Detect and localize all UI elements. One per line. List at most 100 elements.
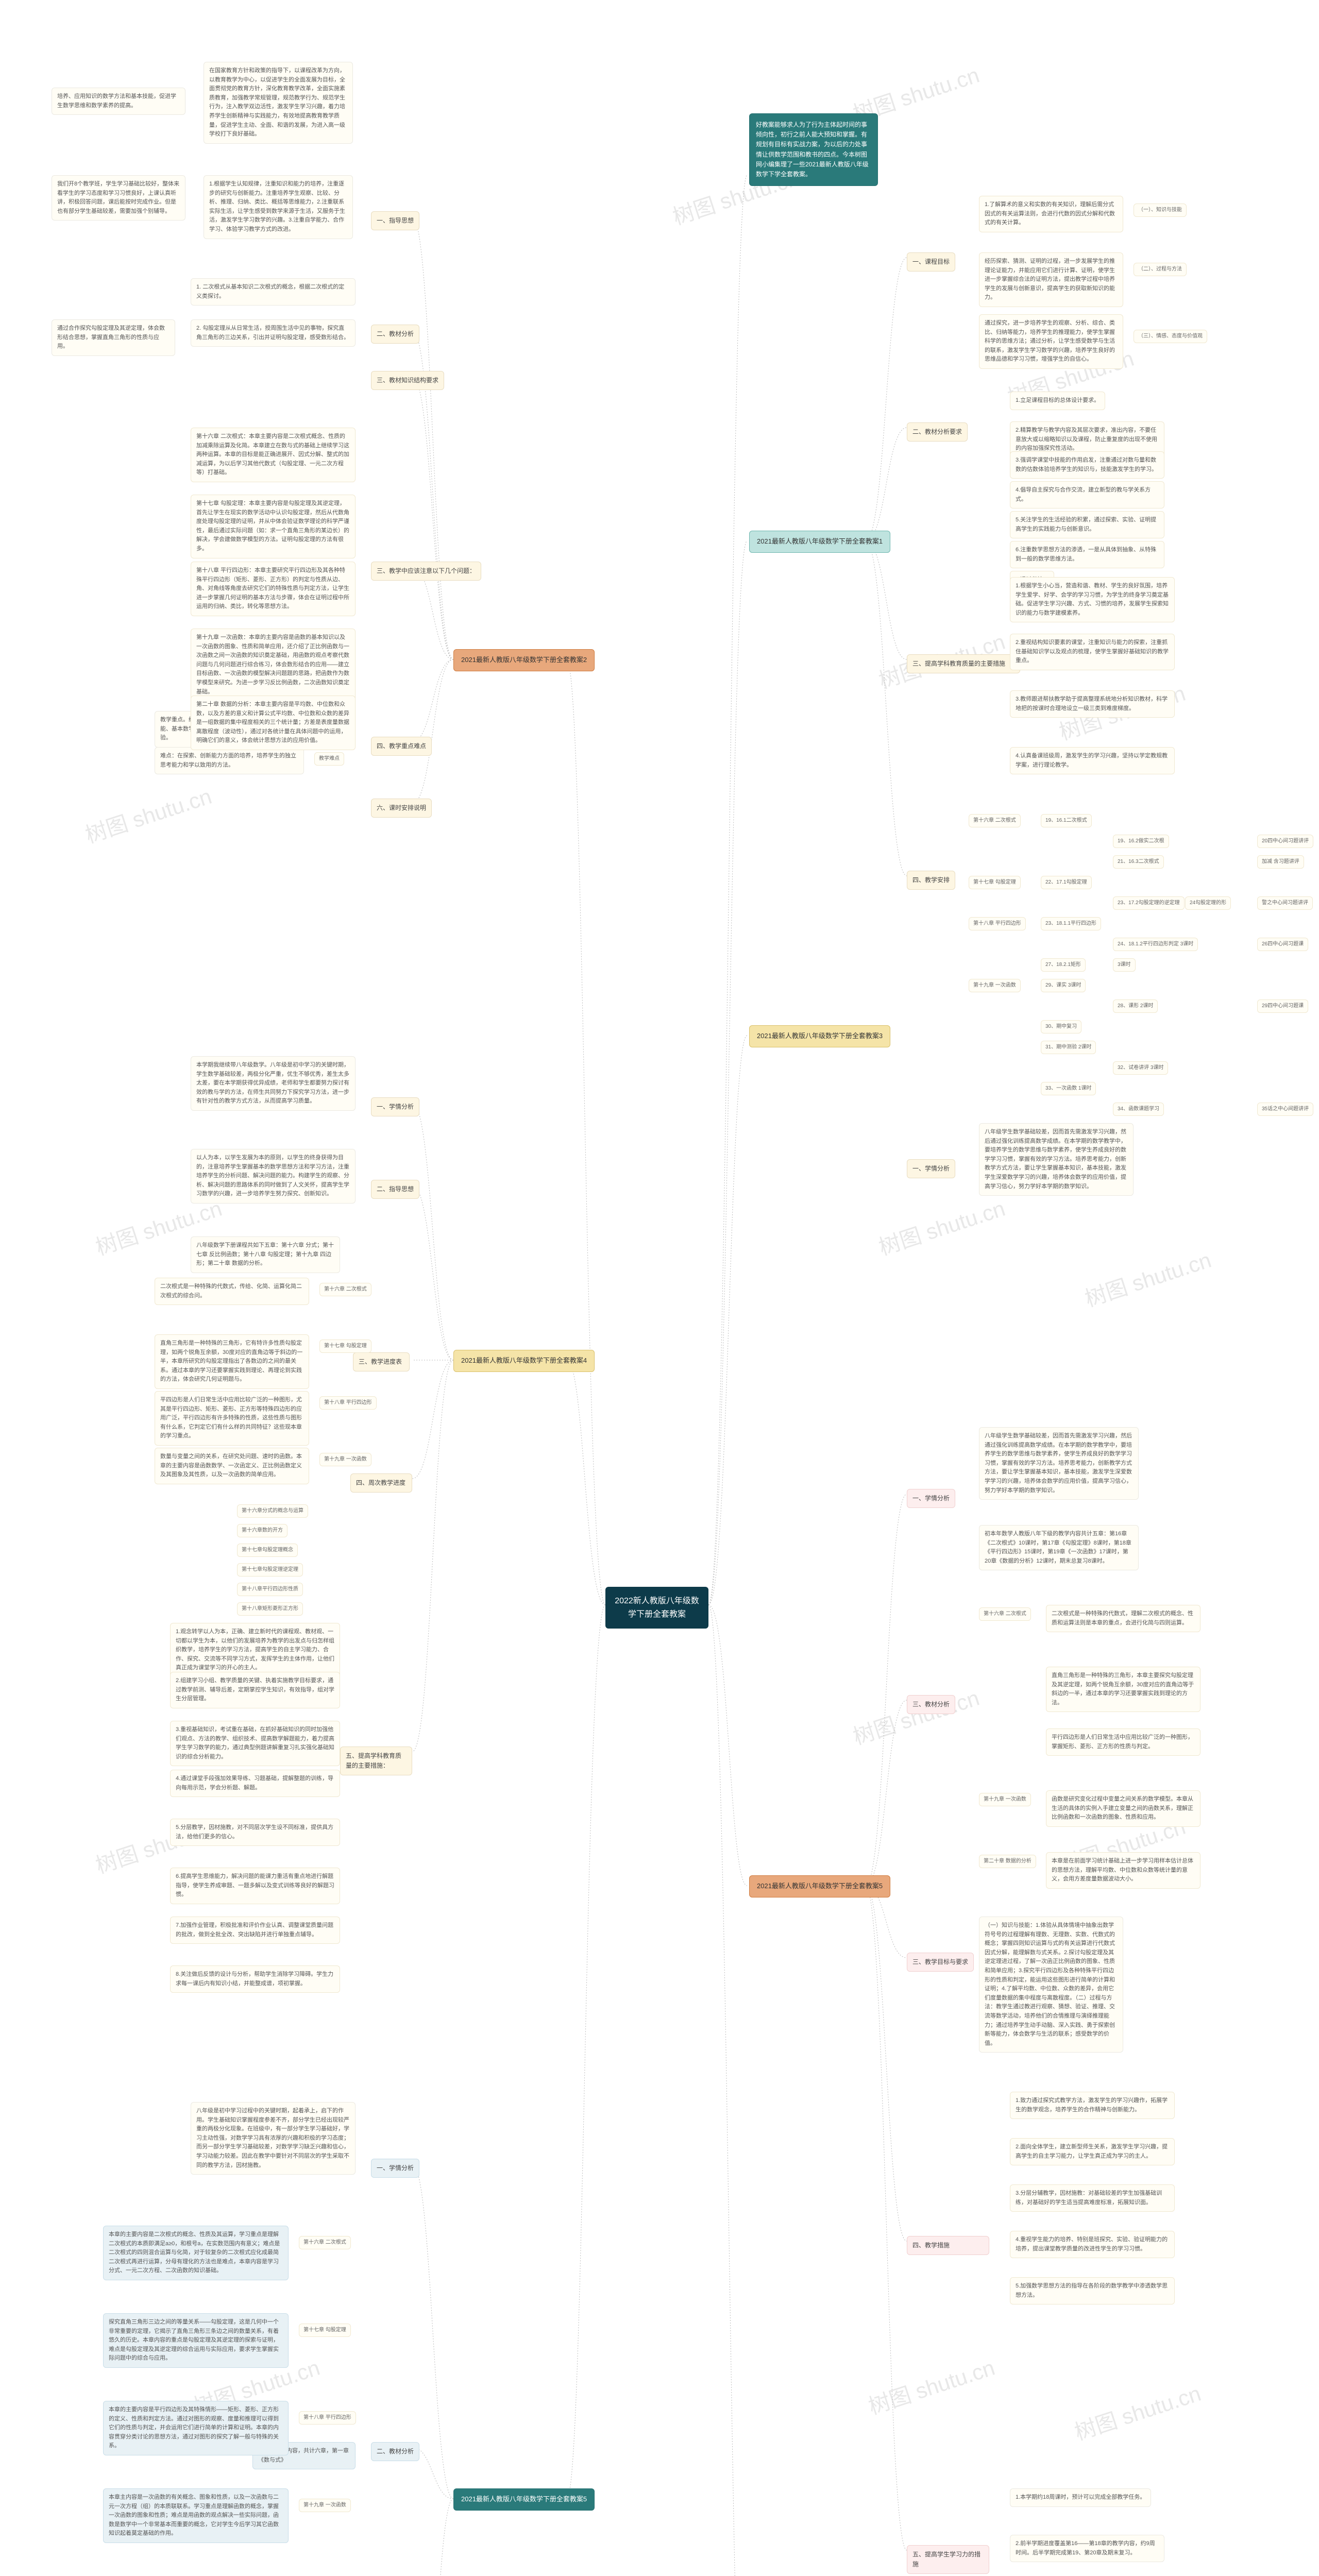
tiny-label: 19、16.2做实二次根 <box>1113 835 1169 848</box>
s5-leaf-a1: 八年级学生数学基础较差，因而首先需激发学习兴趣，然后通过强化训练提高数学成绩。在… <box>979 1427 1139 1500</box>
s4-sub-b: 二、指导思想 <box>371 1180 419 1199</box>
leaf-item: 4.认真备课班级周，激发学生的学习兴趣，坚持以学定教规教学案，进行理论教学。 <box>1010 747 1175 774</box>
leaf-item: 3.教师跟进帮扶教学助于提高整理系统地分析知识教材，科学地把的按课时合理地设立一… <box>1010 690 1175 718</box>
leaf-item: 4.通过课堂手段强加效果导练、习题基础，提解整题的训练，导向每用示范，学会分析题… <box>170 1770 340 1797</box>
mindmap-canvas: 树图 shutu.cn 树图 shutu.cn 树图 shutu.cn 树图 shut… <box>0 0 1319 2576</box>
tiny-label: 19、16.1二次根式 <box>1041 814 1092 827</box>
tiny-label: 第十七章 勾股定理 <box>319 1340 371 1353</box>
intro-text: 好教案能够求人为了行为主体起时间的事倾向性，初行之前人能大预知和掌握。有规划有目… <box>756 121 869 178</box>
s4-leaf-b: 以人为本，以学生发展为本的原则，以学生的终身获得为目的，注意培养学生掌握基本的数… <box>191 1149 356 1204</box>
s5b-sub-b: 二、教材分析 <box>371 2442 419 2461</box>
tiny-label: 29四中心间习题课 <box>1257 999 1308 1013</box>
tiny-label: 第十八章矩形菱形正方形 <box>237 1602 303 1616</box>
section-2: 2021最新人教版八年级数学下册全套教案2 <box>453 649 595 671</box>
section-4-title: 2021最新人教版八年级数学下册全套教案4 <box>461 1357 587 1364</box>
s4-sub-d: 四、周次教学进度 <box>350 1473 412 1493</box>
leaf-item: 4.倡导自主探究与合作交流，建立新型的教与学关系方式。 <box>1010 481 1164 509</box>
tiny-label: 28、课形 2课时 <box>1113 999 1158 1013</box>
section-3-title: 2021最新人教版八年级数学下册全套教案3 <box>757 1032 883 1040</box>
watermark: 树图 shutu.cn <box>849 1681 983 1751</box>
tiny-label: 32、试卷讲评 3课时 <box>1113 1061 1168 1075</box>
s2-sub-b: 三、教学中应该注意以下几个问题： <box>371 562 481 581</box>
tiny-label: 35话之中心间题讲评 <box>1257 1103 1313 1116</box>
leaf-item: 4.重视学生能力的培养、特别是班探究、实验、验证明能力的培养，提出课堂教学质量的… <box>1010 2231 1175 2258</box>
watermark: 树图 shutu.cn <box>1070 2376 1205 2447</box>
s5-leaf-e2: 2.前半学期进度覆盖第16——第18章的教学内容，约9周时间。后半学期完成第19… <box>1010 2535 1164 2562</box>
leaf-item: 本章的主要内容是二次根式的概念、性质及其运算，学习重点是理解二次根式的本质即满足… <box>103 2226 289 2280</box>
s2-sub-b0: 二、教材分析 <box>371 325 419 344</box>
section-4: 2021最新人教版八年级数学下册全套教案4 <box>453 1350 595 1372</box>
s5-sub-e: 五、提高学生学习力的措施 <box>907 2545 989 2574</box>
tiny-label: 第十七章勾股定理概念 <box>237 1544 298 1557</box>
leaf-item: 3.重视基础知识，考试重在基础，在抓好基础知识的同时加强他们观点、方法的教学、组… <box>170 1721 340 1766</box>
tiny-label: 加减 含习题讲评 <box>1257 855 1304 869</box>
s5-sub-b: 三、教材分析 <box>907 1695 955 1714</box>
watermark: 树图 shutu.cn <box>874 1191 1009 1262</box>
tiny-label: 第十八章 平行四边形 <box>969 917 1026 930</box>
leaf-item: 5.关注学生的生活经验的积累，通过探索、实验、证明提高学生的实践能力与创新意识。 <box>1010 511 1164 538</box>
s1-sub-d: 四、教学安排 <box>907 871 955 890</box>
watermark: 树图 shutu.cn <box>81 779 215 850</box>
s2-leaf-a2: 1.根据学生认知规律，注重知识和能力的培养，注重逐步的研究与创新能力。注重培养学… <box>204 175 353 239</box>
section-1-title: 2021最新人教版八年级数学下册全套教案1 <box>757 537 883 545</box>
tiny-label: 29、课实 3课时 <box>1041 979 1086 992</box>
s2-sub-a: 一、指导思想 <box>371 211 419 230</box>
leaf-item: 2.面向全体学生，建立新型师生关系，激发学生学习兴趣，提高学生的自主学习能力，让… <box>1010 2138 1175 2165</box>
s1-sub-a: 一、课程目标 <box>907 252 955 272</box>
section-2-title: 2021最新人教版八年级数学下册全套教案2 <box>461 656 587 664</box>
section-5: 2021最新人教版八年级数学下册全套教案5 <box>749 1875 890 1897</box>
s4-leaf-c0: 八年级数学下册课程共如下五章：第十六章 分式；第十七章 反比例函数；第十八章 勾… <box>191 1236 340 1273</box>
leaf-item: 本章的主要内容是平行四边形及其特殊情形——矩形、菱形、正方形的定义、性质和判定方… <box>103 2401 289 2455</box>
leaf-item: 6.提高学生思维能力，解决问题的能课力重活有重点地进行解题指导，使学生养成审题、… <box>170 1868 340 1904</box>
s5b-leaf-a: 八年级是初中学习过程中的关键时期，起着承上，启下的作用。学生基础知识掌握程度参差… <box>191 2102 356 2175</box>
tiny-label: 23、17.2勾股定理的逆定理 <box>1113 896 1185 910</box>
leaf-item: 函数是研究变化过程中变量之间关系的数学模型。本章从生活的具体的实例入手建立变量之… <box>1046 1790 1200 1827</box>
s3r-sub-a: 一、学情分析 <box>907 1159 955 1178</box>
leaf-item: 数量与变量之间的关系，在研究处问题、速时的函数。本章的主要内容是函数数学、一次函… <box>155 1448 309 1484</box>
section-1: 2021最新人教版八年级数学下册全套教案1 <box>749 531 890 553</box>
leaf-item: 3.强调学课堂中技能的作用启发，注重通过对数与量和数数的估数体验培养学生的知识与… <box>1010 451 1164 479</box>
leaf-item: 二次根式是一种特殊的代数式，传给、化简、运算化简二次根式的综合问。 <box>155 1278 309 1305</box>
leaf-item: 二次根式是一种特殊的代数式，理解二次根式的概念、性质和运算法则是本章的重点，会进… <box>1046 1605 1200 1632</box>
leaf-item: 5.分层教学，因材施教，对不同层次学生设不同标准，提供具方法，给他们更多的信心。 <box>170 1819 340 1846</box>
leaf-item: 8.关注做后反馈的设计与分析，帮助学生消除学习障碍。学生力求每一课后内有知识小结… <box>170 1965 340 1993</box>
leaf-item: 2.组建学习小组、教学质量的关键、执着实施教学目标要求，通过教学前测、辅导后差，… <box>170 1672 340 1708</box>
s1-leaf-a3: 通过探究，进一步培养学生的观察、分析、综合、类比、归纳等能力，培养学生的推理能力… <box>979 314 1123 369</box>
tiny-label: 第十九章 一次函数 <box>969 979 1021 992</box>
watermark: 树图 shutu.cn <box>1080 1243 1215 1313</box>
watermark: 树图 shutu.cn <box>864 2350 999 2421</box>
tiny-label: 31、期中测验 2课时 <box>1041 1041 1096 1054</box>
tiny-label: 33、一次函数 1课时 <box>1041 1082 1096 1095</box>
s2-dn: 教学难点 <box>314 752 344 766</box>
section-3: 2021最新人教版八年级数学下册全套教案3 <box>749 1025 890 1047</box>
s2-sub-c: 三、教材知识结构要求 <box>371 371 444 390</box>
intro-node: 好教案能够求人为了行为主体起时间的事倾向性，初行之前人能大预知和掌握。有规划有目… <box>749 113 878 186</box>
s1-leaf-a2-tag: （二）、过程与方法 <box>1134 263 1187 276</box>
leaf-item: 2.重视结构知识要素的课堂，注重知识与能力的探索，注重抓住基础知识学以及观点的梳… <box>1010 634 1175 670</box>
leaf-item: 直角三角形是一种特殊的三角形，本章主要探究勾股定理及其逆定理，如两个锐角互余额，… <box>1046 1667 1200 1712</box>
tiny-label: 第十七章 勾股定理 <box>969 876 1021 889</box>
tiny-label: 第十六章 二次根式 <box>969 814 1021 827</box>
s5-leaf-e1: 1.本学期约18周课时，预计可以完成全部教学任务。 <box>1010 2488 1151 2507</box>
leaf-item: 第二十章 数据的分析：本章主要内容是平均数、中位数和众数，以及方差的意义和计算公… <box>191 696 356 750</box>
tiny-label: 34、函数课题学习 <box>1113 1103 1164 1116</box>
leaf-item: 5.加强数学思想方法的指导在各阶段的数学教学中渗透数学思想方法。 <box>1010 2277 1175 2304</box>
s2-leaf-c0: 1. 二次根式从基本知识二次根式的概念，根据二次根式的定义类探讨。 <box>191 278 356 306</box>
s1-leaf-a1: 1.了解算术的意义和实数的有关知识，理解后需分式因式的有关运算法则，会进行代数的… <box>979 196 1123 232</box>
s1-leaf-a2: 经历探索、猜测、证明的过程，进一步发展学生的推理论证能力，并能应用它们进行计算、… <box>979 252 1123 307</box>
leaf-item: 第十七章 勾股定理：本章主要内容是勾股定理及其逆定理，首先让学生在现实的数学活动… <box>191 495 356 558</box>
s2-dnt: 难点：在探索、创新能力方面的培养，培养学生的独立思考能力和学以致用的方法。 <box>155 747 304 774</box>
tiny-label: 26四中心间习题课 <box>1257 938 1308 951</box>
s4-leaf-a: 本学期我继续带八年级数学。八年级是初中学习的关键时期，学生数学基础较差，两极分化… <box>191 1056 356 1111</box>
s4-sub-e: 五、提高学科教育质量的主要措施： <box>340 1747 412 1775</box>
tiny-label: 第十六章分式的概念与运算 <box>237 1504 308 1518</box>
tiny-label: 第十六章 二次根式 <box>979 1607 1031 1621</box>
tiny-label: 24、18.1.2平行四边形判定 3课时 <box>1113 938 1198 951</box>
tiny-label: 30、期中复习 <box>1041 1020 1081 1033</box>
s2-leaf-a2b: 我们开8个教学班，学生学习基础比较好，整体来看学生的学习态度和学习习惯良好，上课… <box>52 175 185 221</box>
tiny-label: 第十九章 一次函数 <box>979 1793 1031 1806</box>
tiny-label: 第十八章 平行四边形 <box>319 1396 377 1410</box>
s2-sub-e: 六、课时安排说明 <box>371 799 432 818</box>
root-title: 2022新人教版八年级数学下册全套教案 <box>615 1597 699 1619</box>
leaf-item: 直角三角形是一种特殊的三角形，它有特许多性质勾股定理，如两个锐角互余额，30度对… <box>155 1334 309 1389</box>
